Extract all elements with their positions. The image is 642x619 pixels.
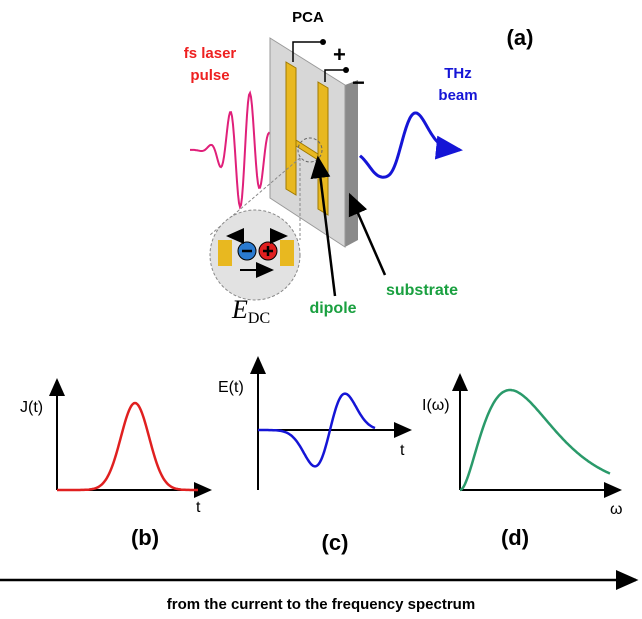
edc-label: EDC <box>231 295 270 327</box>
panel-label: (b) <box>131 525 159 550</box>
pointer <box>310 155 337 297</box>
y-axis-label: I(ω) <box>422 397 450 414</box>
terminal <box>343 67 349 73</box>
laser-label: pulse <box>190 67 229 84</box>
electrode <box>285 61 297 196</box>
caption: from the current to the frequency spectr… <box>167 596 475 613</box>
dipole-label: dipole <box>309 300 356 317</box>
plus-sign <box>263 246 273 256</box>
spectrum-curve <box>459 388 611 492</box>
plus-label: + <box>333 42 346 67</box>
y-axis-label: E(t) <box>218 379 244 396</box>
x-axis-label: t <box>196 499 201 516</box>
laser-label: fs laser <box>184 45 237 62</box>
inset-electrode <box>218 240 232 266</box>
edc-symbol: E <box>231 295 248 324</box>
minus-label: − <box>352 70 365 95</box>
pointer <box>348 192 387 276</box>
wire <box>324 69 345 82</box>
panel-label: (d) <box>501 525 529 550</box>
terminal <box>320 39 326 45</box>
thz-label: THz <box>444 65 472 82</box>
edc-subscript: DC <box>248 310 270 327</box>
current-curve <box>57 401 198 492</box>
inset-electrode <box>280 240 294 266</box>
panel-label: (c) <box>322 530 349 555</box>
x-axis-label: t <box>400 442 405 459</box>
substrate-label: substrate <box>386 282 458 299</box>
field-curve <box>258 392 376 468</box>
wire <box>292 41 322 62</box>
focus-spot <box>297 137 323 163</box>
thz-beam <box>358 111 463 179</box>
substrate-edge <box>345 80 358 247</box>
x-axis-label: ω <box>610 501 623 518</box>
thz-label: beam <box>438 87 477 104</box>
pca-label: PCA <box>292 9 324 26</box>
y-axis-label: J(t) <box>20 399 43 416</box>
panel-label: (a) <box>507 25 534 50</box>
